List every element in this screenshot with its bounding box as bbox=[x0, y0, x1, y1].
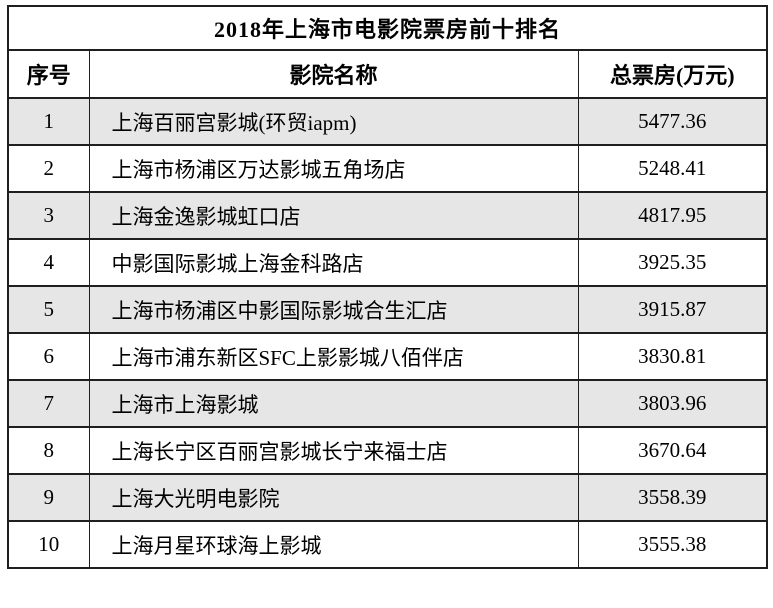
cinema-name-cell: 上海月星环球海上影城 bbox=[88, 520, 579, 569]
cinema-name-cell: 上海长宁区百丽宫影城长宁来福士店 bbox=[88, 426, 579, 475]
table-row: 10 上海月星环球海上影城 3555.38 bbox=[7, 520, 768, 569]
cinema-name-cell: 上海大光明电影院 bbox=[88, 473, 579, 522]
rank-cell: 8 bbox=[7, 426, 90, 475]
table-row: 3 上海金逸影城虹口店 4817.95 bbox=[7, 191, 768, 240]
table-title-row: 2018年上海市电影院票房前十排名 bbox=[7, 5, 768, 51]
box-office-cell: 3558.39 bbox=[577, 473, 768, 522]
box-office-cell: 5248.41 bbox=[577, 144, 768, 193]
rank-cell: 4 bbox=[7, 238, 90, 287]
table-row: 2 上海市杨浦区万达影城五角场店 5248.41 bbox=[7, 144, 768, 193]
column-header-box-office: 总票房(万元) bbox=[577, 49, 768, 99]
cinema-name-cell: 上海市浦东新区SFC上影影城八佰伴店 bbox=[88, 332, 579, 381]
box-office-cell: 3670.64 bbox=[577, 426, 768, 475]
rank-cell: 3 bbox=[7, 191, 90, 240]
rank-cell: 9 bbox=[7, 473, 90, 522]
table-row: 5 上海市杨浦区中影国际影城合生汇店 3915.87 bbox=[7, 285, 768, 334]
table-row: 7 上海市上海影城 3803.96 bbox=[7, 379, 768, 428]
table-row: 4 中影国际影城上海金科路店 3925.35 bbox=[7, 238, 768, 287]
box-office-cell: 3925.35 bbox=[577, 238, 768, 287]
table-row: 9 上海大光明电影院 3558.39 bbox=[7, 473, 768, 522]
table-row: 8 上海长宁区百丽宫影城长宁来福士店 3670.64 bbox=[7, 426, 768, 475]
box-office-cell: 3555.38 bbox=[577, 520, 768, 569]
cinema-name-cell: 上海市杨浦区中影国际影城合生汇店 bbox=[88, 285, 579, 334]
cinema-name-cell: 上海百丽宫影城(环贸iapm) bbox=[88, 97, 579, 146]
box-office-cell: 3915.87 bbox=[577, 285, 768, 334]
cinema-name-cell: 上海市杨浦区万达影城五角场店 bbox=[88, 144, 579, 193]
table-header-row: 序号 影院名称 总票房(万元) bbox=[7, 49, 768, 99]
column-header-rank: 序号 bbox=[7, 49, 90, 99]
rank-cell: 1 bbox=[7, 97, 90, 146]
box-office-ranking-table: 2018年上海市电影院票房前十排名 序号 影院名称 总票房(万元) 1 上海百丽… bbox=[7, 5, 769, 569]
box-office-cell: 3803.96 bbox=[577, 379, 768, 428]
table-row: 1 上海百丽宫影城(环贸iapm) 5477.36 bbox=[7, 97, 768, 146]
box-office-cell: 4817.95 bbox=[577, 191, 768, 240]
table-row: 6 上海市浦东新区SFC上影影城八佰伴店 3830.81 bbox=[7, 332, 768, 381]
rank-cell: 6 bbox=[7, 332, 90, 381]
cinema-name-cell: 上海市上海影城 bbox=[88, 379, 579, 428]
cinema-name-cell: 中影国际影城上海金科路店 bbox=[88, 238, 579, 287]
rank-cell: 7 bbox=[7, 379, 90, 428]
rank-cell: 2 bbox=[7, 144, 90, 193]
column-header-cinema-name: 影院名称 bbox=[88, 49, 579, 99]
box-office-cell: 3830.81 bbox=[577, 332, 768, 381]
cinema-name-cell: 上海金逸影城虹口店 bbox=[88, 191, 579, 240]
rank-cell: 5 bbox=[7, 285, 90, 334]
box-office-cell: 5477.36 bbox=[577, 97, 768, 146]
table-title: 2018年上海市电影院票房前十排名 bbox=[7, 5, 768, 51]
rank-cell: 10 bbox=[7, 520, 90, 569]
